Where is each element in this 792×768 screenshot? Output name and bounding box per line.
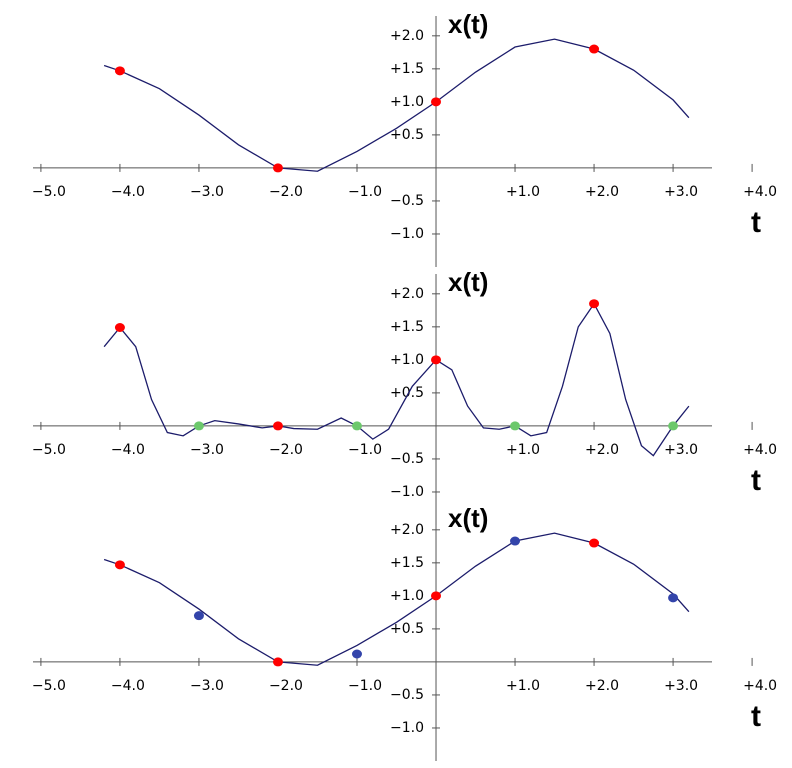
sample-point (272, 163, 283, 173)
y-tick-label: +0.5 (390, 621, 424, 637)
y-tick-label: −0.5 (390, 451, 424, 467)
x-tick-label: +2.0 (585, 678, 619, 694)
y-tick-label: −1.0 (390, 720, 424, 736)
sample-point (589, 44, 600, 54)
sample-point (114, 323, 125, 333)
y-tick-label: +2.0 (390, 522, 424, 538)
sample-point (668, 593, 679, 603)
x-tick-label: −2.0 (269, 442, 303, 458)
x-tick-label: −4.0 (111, 184, 145, 200)
sample-point (351, 649, 362, 659)
sample-point (193, 421, 204, 431)
x-tick-label: +1.0 (506, 442, 540, 458)
curve (103, 38, 690, 172)
x-tick-label: +2.0 (585, 442, 619, 458)
sample-point (510, 536, 521, 546)
sample-point (589, 538, 600, 548)
x-tick-label: −5.0 (32, 442, 66, 458)
panel: −5.0 −4.0 −3.0 −2.0 −1.0 +1.0 +2.0 +3.0 +4.0 −1.0… (32, 267, 777, 525)
y-tick-label: +0.5 (390, 385, 424, 401)
sample-point (193, 611, 204, 621)
sample-point (351, 421, 362, 431)
x-tick-label: −2.0 (269, 184, 303, 200)
x-axis-label: t (751, 700, 761, 733)
y-tick-label: −0.5 (390, 687, 424, 703)
sample-point (114, 560, 125, 570)
sample-point (431, 591, 442, 601)
chart-title: x(t) (448, 267, 488, 297)
panel: −5.0 −4.0 −3.0 −2.0 −1.0 +1.0 +2.0 +3.0 +4.0 −1.0… (32, 503, 777, 761)
panel: −5.0 −4.0 −3.0 −2.0 −1.0 +1.0 +2.0 +3.0 +4.0 −1.0… (32, 9, 777, 267)
y-tick-label: +1.0 (390, 352, 424, 368)
x-tick-label: +4.0 (743, 184, 777, 200)
y-tick-label: +1.5 (390, 319, 424, 335)
x-tick-label: −1.0 (348, 678, 382, 694)
x-axis-label: t (751, 464, 761, 497)
y-tick-label: +1.5 (390, 61, 424, 77)
sample-point (114, 66, 125, 76)
x-tick-label: −3.0 (190, 184, 224, 200)
x-tick-label: −1.0 (348, 442, 382, 458)
y-tick-label: −1.0 (390, 484, 424, 500)
y-tick-label: +2.0 (390, 28, 424, 44)
x-tick-label: +3.0 (664, 678, 698, 694)
y-tick-label: −1.0 (390, 226, 424, 242)
sample-point (431, 97, 442, 107)
x-tick-label: −3.0 (190, 442, 224, 458)
x-tick-label: +1.0 (506, 678, 540, 694)
x-tick-label: −3.0 (190, 678, 224, 694)
x-tick-label: +4.0 (743, 442, 777, 458)
chart-title: x(t) (448, 9, 488, 39)
x-tick-label: +2.0 (585, 184, 619, 200)
x-tick-label: +3.0 (664, 442, 698, 458)
x-tick-label: −4.0 (111, 678, 145, 694)
x-tick-label: −2.0 (269, 678, 303, 694)
chart-title: x(t) (448, 503, 488, 533)
x-tick-label: +4.0 (743, 678, 777, 694)
x-tick-label: −5.0 (32, 184, 66, 200)
x-tick-label: −5.0 (32, 678, 66, 694)
sample-point (668, 421, 679, 431)
curve (103, 532, 690, 666)
sample-point (272, 657, 283, 667)
sample-point (510, 421, 521, 431)
sample-point (272, 421, 283, 431)
y-tick-label: −0.5 (390, 193, 424, 209)
x-tick-label: +1.0 (506, 184, 540, 200)
curve (103, 302, 690, 457)
x-axis-label: t (751, 206, 761, 239)
x-tick-label: +3.0 (664, 184, 698, 200)
sample-point (589, 299, 600, 309)
x-tick-label: −1.0 (348, 184, 382, 200)
y-tick-label: +1.0 (390, 94, 424, 110)
y-tick-label: +1.5 (390, 555, 424, 571)
y-tick-label: +2.0 (390, 286, 424, 302)
y-tick-label: +1.0 (390, 588, 424, 604)
sample-point (431, 355, 442, 365)
y-tick-label: +0.5 (390, 127, 424, 143)
x-tick-label: −4.0 (111, 442, 145, 458)
